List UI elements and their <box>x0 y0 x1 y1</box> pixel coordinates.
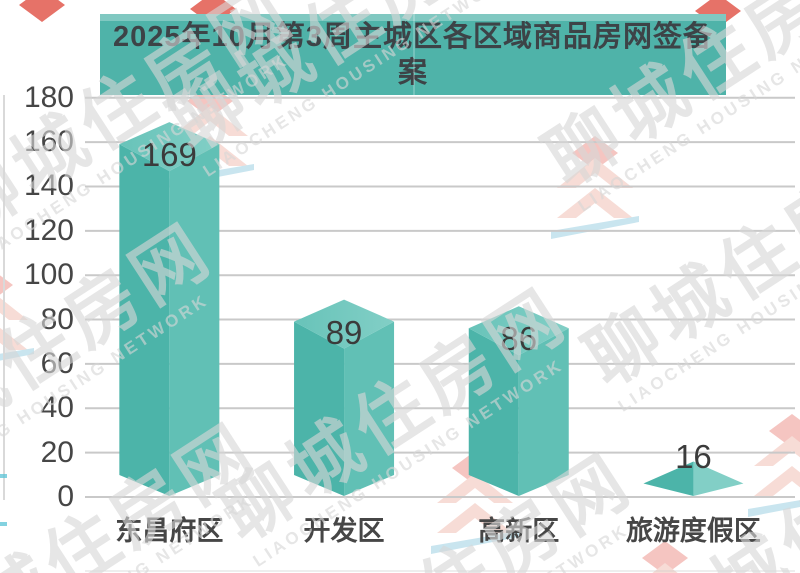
bar-top-face-3 <box>468 306 569 356</box>
bar-left-face-2 <box>294 321 345 496</box>
building-logo-mark-8 <box>748 414 800 517</box>
bar-right-face-1 <box>169 144 220 496</box>
chart-title: 2025年10月第3周主城区各区域商品房网签备案 <box>113 20 713 89</box>
building-logo-mark-2 <box>190 0 236 26</box>
bar-top-face-2 <box>294 299 395 349</box>
bar-right-face-3 <box>518 328 569 496</box>
bar-left-face-1 <box>119 144 170 496</box>
bar-left-face-4 <box>643 461 694 496</box>
bar-right-face-2 <box>344 321 395 496</box>
bar-left-face-3 <box>468 328 519 496</box>
bar-right-face-4 <box>693 461 744 496</box>
building-logo-mark-1 <box>19 0 65 22</box>
bar-top-face-1 <box>119 122 220 172</box>
building-logo-mark-5 <box>551 136 639 239</box>
chart-title-banner: 2025年10月第3周主城区各区域商品房网签备案 <box>100 14 726 95</box>
